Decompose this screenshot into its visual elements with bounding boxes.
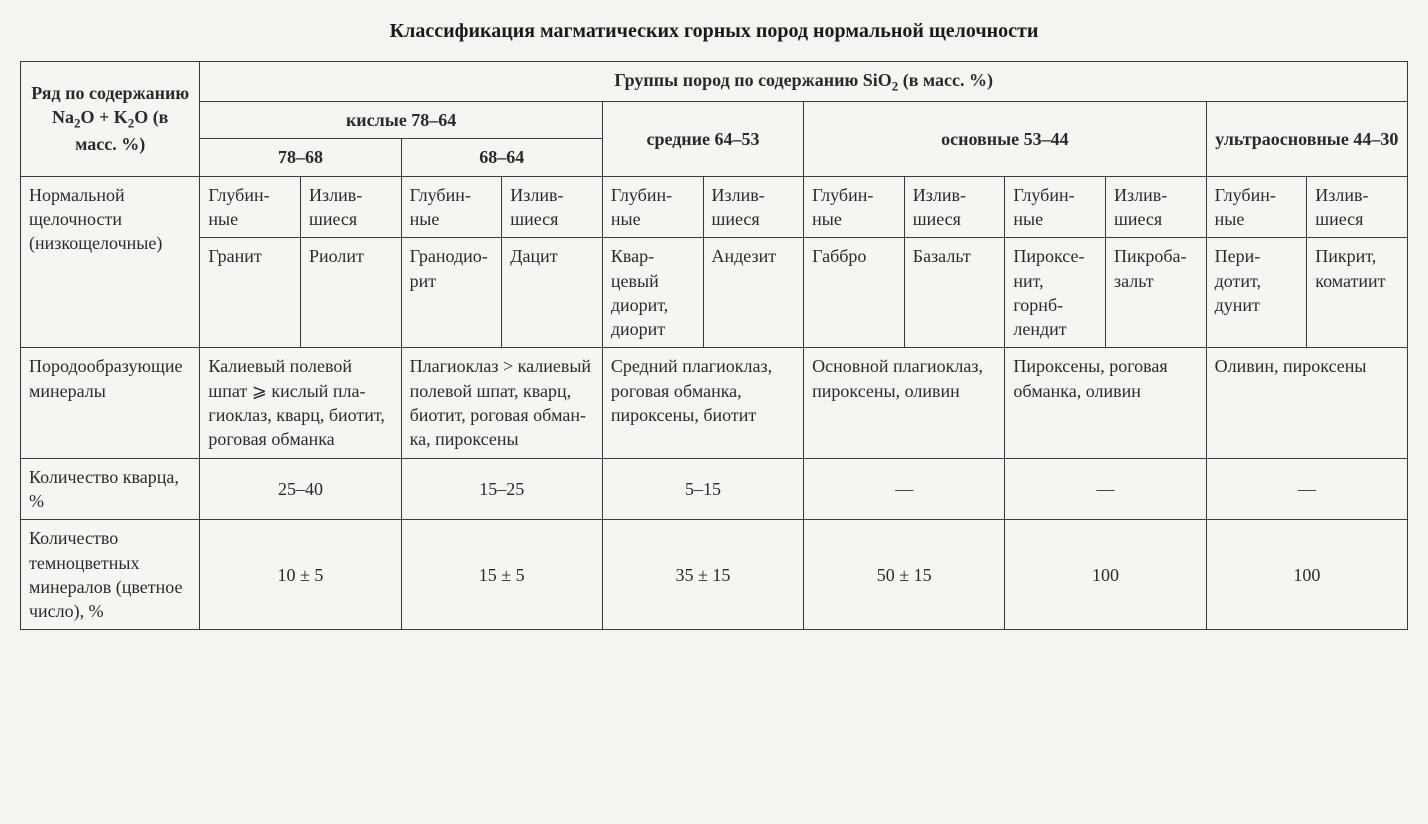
series-label: Нормальной щелочности (низкощелоч­ные) [21,176,200,348]
group-title: Группы пород по содержанию SiO2 (в масс.… [200,62,1408,102]
depth-eff-1: Из­лив­шиеся [301,176,402,238]
rocks-row: Гра­нит Рио­лит Грано­дио­рит Дацит Квар… [21,238,1408,348]
quartz-c2: 15–25 [401,458,602,520]
mafic-c5: 100 [1005,520,1206,630]
depth-eff-4: Из­лив­шиеся [904,176,1005,238]
minerals-c1: Калиевый по­левой шпат ⩾ кислый пла­гиок… [200,348,401,458]
mafic-row: Количество темноцвет­ных минера­лов (цве… [21,520,1408,630]
rock-c6: Анде­зит [703,238,804,348]
depth-eff-5: Из­лив­шиеся [1106,176,1207,238]
header-basic: основные 53–44 [804,102,1207,177]
depth-deep-6: Глу­бин­ные [1206,176,1307,238]
minerals-c3: Средний плагиоклаз, ро­говая обманка, пи… [602,348,803,458]
rock-c9: Пиро­ксе­нит, горнб­лендит [1005,238,1106,348]
mafic-label: Количество темноцвет­ных минера­лов (цве… [21,520,200,630]
mafic-c6: 100 [1206,520,1407,630]
rock-c12: Пик­рит, кома­тиит [1307,238,1408,348]
rock-c11: Пери­дотит, дунит [1206,238,1307,348]
quartz-c4: — [804,458,1005,520]
rock-c2: Рио­лит [301,238,402,348]
quartz-label: Количество кварца, % [21,458,200,520]
rock-c3: Грано­дио­рит [401,238,502,348]
quartz-c3: 5–15 [602,458,803,520]
page-title: Классификация магматических горных пород… [20,20,1408,43]
quartz-c1: 25–40 [200,458,401,520]
rock-c10: Пик­роба­зальт [1106,238,1207,348]
minerals-c5: Пироксены, роговая обман­ка, оливин [1005,348,1206,458]
depth-eff-6: Из­лив­шиеся [1307,176,1408,238]
quartz-row: Количество кварца, % 25–40 15–25 5–15 — … [21,458,1408,520]
depth-deep-4: Глу­бин­ные [804,176,905,238]
rock-c1: Гра­нит [200,238,301,348]
depth-eff-2: Из­лив­шиеся [502,176,603,238]
header-ultrabasic: ультраоснов­ные 44–30 [1206,102,1407,177]
header-acidic: кислые 78–64 [200,102,603,139]
row-series-header: Ряд по содержанию Na2O + K2O (в масс. %) [21,62,200,177]
header-row-2: кислые 78–64 средние 64–53 основные 53–4… [21,102,1408,139]
quartz-c5: — [1005,458,1206,520]
rock-c5: Квар­цевый дио­рит, дио­рит [602,238,703,348]
depth-deep-1: Глу­бин­ные [200,176,301,238]
header-row-1: Ряд по содержанию Na2O + K2O (в масс. %)… [21,62,1408,102]
minerals-label: Породооб­разующие минералы [21,348,200,458]
depth-eff-3: Из­лив­шиеся [703,176,804,238]
quartz-c6: — [1206,458,1407,520]
header-acidic-sub1: 78–68 [200,139,401,176]
minerals-row: Породооб­разующие минералы Калиевый по­л… [21,348,1408,458]
depth-deep-3: Глу­бин­ные [602,176,703,238]
header-intermediate: средние 64–53 [602,102,803,177]
depth-deep-2: Глу­бин­ные [401,176,502,238]
minerals-c4: Основной плагиоклаз, пироксены, оливин [804,348,1005,458]
classification-table: Ряд по содержанию Na2O + K2O (в масс. %)… [20,61,1408,630]
rock-c8: Ба­зальт [904,238,1005,348]
rock-c4: Дацит [502,238,603,348]
mafic-c3: 35 ± 15 [602,520,803,630]
depth-deep-5: Глу­бин­ные [1005,176,1106,238]
mafic-c1: 10 ± 5 [200,520,401,630]
depth-row: Нормальной щелочности (низкощелоч­ные) Г… [21,176,1408,238]
header-acidic-sub2: 68–64 [401,139,602,176]
rock-c7: Габбро [804,238,905,348]
minerals-c2: Плагиоклаз > калиевый полевой шпат, квар… [401,348,602,458]
mafic-c2: 15 ± 5 [401,520,602,630]
minerals-c6: Оливин, пироксены [1206,348,1407,458]
mafic-c4: 50 ± 15 [804,520,1005,630]
